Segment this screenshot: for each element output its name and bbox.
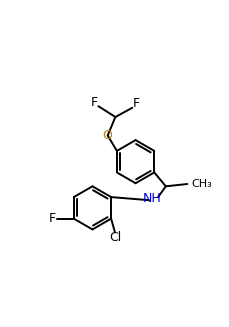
Text: NH: NH (142, 192, 161, 205)
Text: Cl: Cl (109, 232, 121, 244)
Text: O: O (102, 129, 112, 142)
Text: CH₃: CH₃ (190, 179, 211, 189)
Text: F: F (91, 96, 98, 109)
Text: F: F (49, 212, 56, 225)
Text: F: F (132, 97, 139, 111)
